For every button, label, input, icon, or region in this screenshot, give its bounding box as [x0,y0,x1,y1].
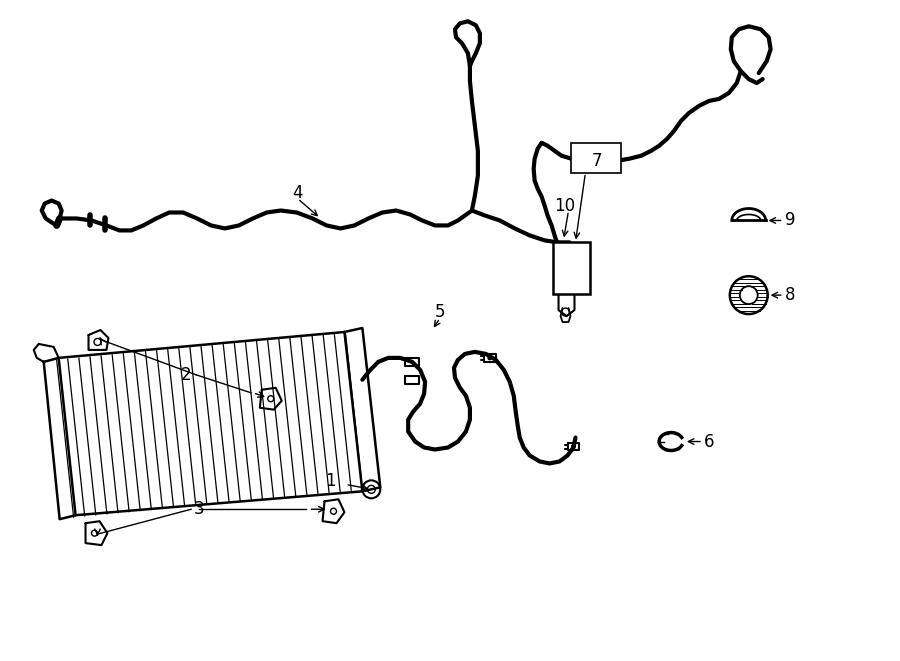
Text: 4: 4 [292,184,303,202]
Text: 5: 5 [435,303,446,321]
Text: 7: 7 [591,152,601,170]
Text: 10: 10 [554,196,575,215]
Text: 8: 8 [786,286,796,304]
Text: 2: 2 [181,366,192,384]
Circle shape [740,286,758,304]
Text: 6: 6 [704,432,715,451]
Bar [553,243,590,294]
Text: 1: 1 [325,473,336,490]
Text: 9: 9 [786,212,796,229]
Circle shape [730,276,768,314]
Bar [572,143,621,173]
Text: 3: 3 [194,500,204,518]
Circle shape [571,444,576,449]
Circle shape [487,356,492,360]
